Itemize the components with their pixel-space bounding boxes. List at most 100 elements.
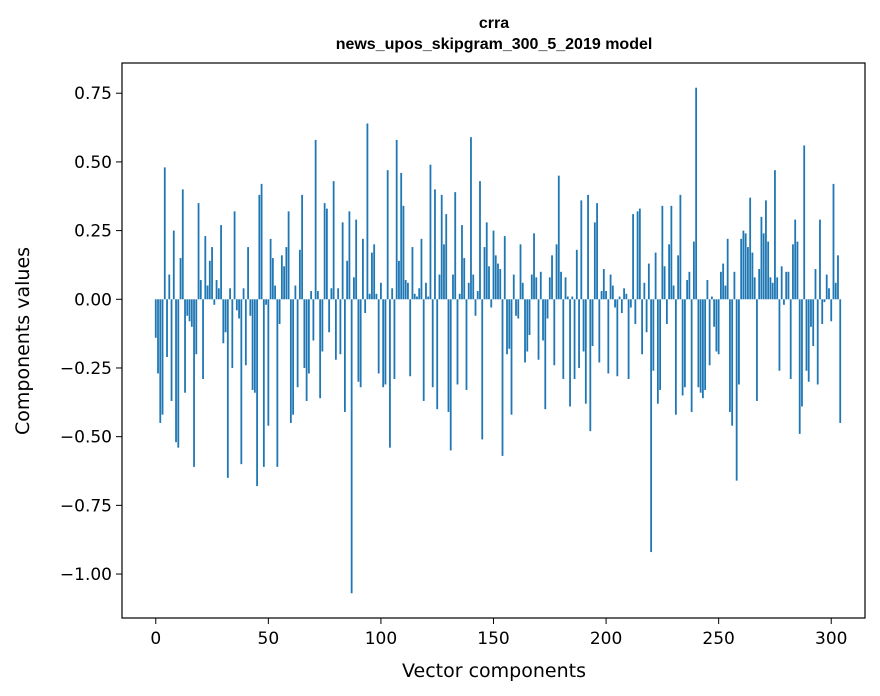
bar bbox=[258, 194, 261, 300]
bar bbox=[386, 170, 389, 300]
bar bbox=[780, 266, 783, 300]
bar bbox=[738, 299, 740, 385]
bar bbox=[634, 299, 637, 325]
bar bbox=[690, 299, 693, 412]
bar bbox=[235, 299, 238, 311]
bar bbox=[339, 299, 342, 355]
bar bbox=[695, 87, 698, 300]
bar bbox=[364, 299, 367, 314]
bar bbox=[731, 299, 734, 426]
bar bbox=[562, 299, 565, 379]
bar bbox=[674, 299, 677, 415]
bar bbox=[571, 296, 574, 300]
bar bbox=[834, 282, 837, 300]
chart-subtitle: news_upos_skipgram_300_5_2019 model bbox=[336, 36, 653, 53]
bar bbox=[830, 299, 833, 322]
plot-frame bbox=[121, 62, 866, 619]
bar bbox=[197, 203, 200, 300]
bar bbox=[557, 175, 560, 300]
bar bbox=[659, 299, 662, 390]
bar bbox=[452, 274, 454, 300]
y-tick-label: −0.75 bbox=[60, 496, 112, 516]
bar bbox=[783, 299, 785, 305]
bar bbox=[546, 299, 549, 319]
bar bbox=[767, 241, 770, 300]
bar bbox=[643, 282, 646, 300]
bar bbox=[679, 194, 682, 300]
bar bbox=[832, 183, 835, 300]
bar bbox=[220, 225, 222, 300]
bar bbox=[776, 277, 779, 300]
y-tick-label: −0.25 bbox=[60, 359, 112, 379]
y-axis-label: Components values bbox=[12, 247, 34, 435]
bar bbox=[181, 189, 184, 300]
bar bbox=[316, 291, 319, 300]
bar bbox=[454, 192, 457, 300]
bar bbox=[564, 277, 567, 300]
bar bbox=[729, 299, 731, 412]
bar bbox=[298, 249, 301, 300]
bar bbox=[485, 222, 488, 300]
bar bbox=[524, 299, 526, 363]
bar bbox=[188, 299, 191, 322]
bar bbox=[321, 299, 324, 352]
bar bbox=[280, 255, 283, 300]
bar bbox=[751, 252, 754, 300]
bar bbox=[305, 299, 308, 401]
bar bbox=[168, 274, 171, 300]
bar bbox=[341, 222, 344, 300]
bar bbox=[715, 299, 718, 352]
bar bbox=[278, 299, 281, 325]
bar bbox=[596, 203, 598, 300]
bar bbox=[170, 299, 173, 401]
bar bbox=[494, 255, 497, 300]
bar bbox=[789, 299, 792, 379]
bar bbox=[686, 280, 689, 300]
bar bbox=[157, 299, 159, 374]
bar bbox=[436, 299, 439, 410]
bar bbox=[334, 299, 337, 360]
bar bbox=[638, 208, 641, 300]
bar bbox=[742, 230, 745, 300]
bar bbox=[508, 299, 511, 349]
bar bbox=[244, 299, 247, 366]
bar bbox=[792, 244, 794, 300]
bar bbox=[330, 288, 333, 300]
bar bbox=[353, 277, 355, 300]
bar bbox=[231, 299, 234, 368]
bar bbox=[260, 183, 263, 300]
bar bbox=[801, 299, 803, 407]
bar bbox=[398, 260, 400, 300]
bar bbox=[733, 271, 736, 300]
bar bbox=[344, 299, 346, 412]
bar bbox=[627, 299, 630, 379]
bar bbox=[186, 299, 189, 316]
bar bbox=[481, 299, 484, 440]
y-axis-ticks: −1.00 −0.75 −0.50 −0.25 0.00 0.25 0.50 0.75 bbox=[60, 84, 122, 585]
bar bbox=[357, 299, 360, 382]
bar bbox=[600, 291, 603, 300]
bar bbox=[765, 200, 767, 300]
bar bbox=[217, 288, 220, 300]
bar bbox=[222, 299, 225, 344]
bar bbox=[816, 299, 819, 385]
bar bbox=[605, 291, 607, 300]
bar bbox=[578, 299, 580, 368]
bar bbox=[530, 274, 533, 300]
bar bbox=[758, 269, 761, 300]
bar bbox=[312, 299, 315, 341]
bar bbox=[242, 288, 245, 300]
bar bbox=[598, 299, 601, 363]
bar bbox=[226, 299, 229, 478]
bar bbox=[636, 211, 639, 300]
bar bbox=[796, 241, 799, 300]
bar bbox=[400, 172, 403, 300]
bar bbox=[569, 299, 571, 407]
bar bbox=[337, 288, 340, 300]
bar bbox=[794, 219, 797, 300]
bar bbox=[402, 205, 405, 300]
bar bbox=[580, 200, 583, 300]
bar bbox=[240, 299, 243, 465]
bar bbox=[587, 194, 589, 300]
